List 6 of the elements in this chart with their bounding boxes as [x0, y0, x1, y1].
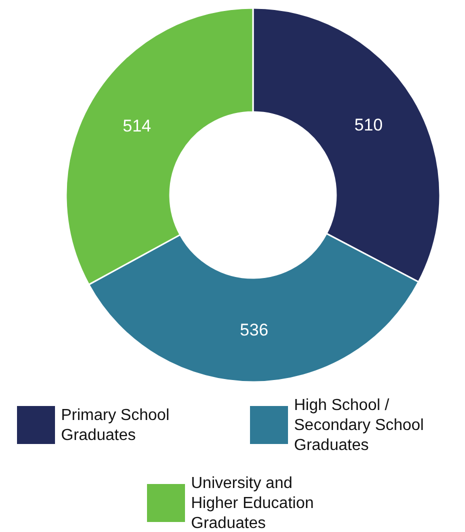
legend-label: Primary School Graduates	[61, 406, 170, 444]
legend-label: University and Higher Education Graduates	[191, 474, 314, 532]
data-label: 510	[354, 116, 383, 135]
data-label: 536	[240, 320, 268, 340]
legend-label: High School / Secondary School Graduates	[294, 396, 424, 454]
data-label: 514	[122, 116, 152, 136]
